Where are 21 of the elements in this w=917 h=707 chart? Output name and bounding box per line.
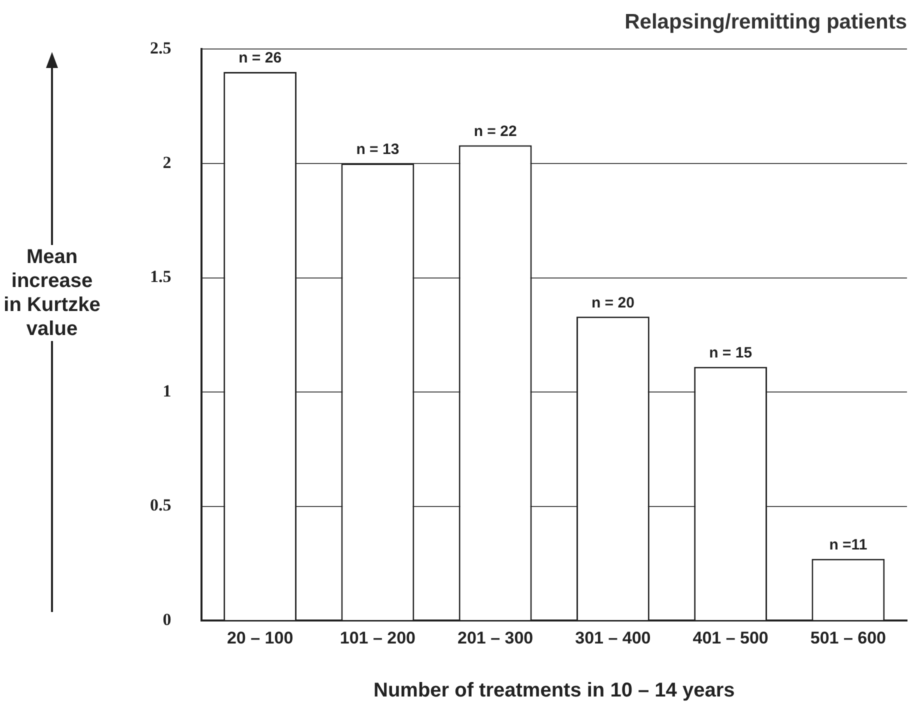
x-tick-label: 501 – 600 [810,628,886,648]
x-tick-label: 301 – 400 [575,628,651,648]
y-tick-label: 2 [162,152,172,172]
x-tick-label: 401 – 500 [692,628,768,648]
x-axis-title: Number of treatments in 10 – 14 years [373,680,735,702]
annotation: n =11 [829,536,868,554]
chart-title: Relapsing/remitting patients [624,10,907,34]
annotation: n = 13 [356,141,400,158]
y-tick-label: 1 [162,381,172,400]
annotation: n = 20 [591,294,634,312]
y-tick-label: 1.5 [150,267,172,286]
y-tick-label: 2.5 [150,38,172,58]
x-tick-label: 201 – 300 [457,628,534,648]
x-tick-label: 20 – 100 [226,628,294,648]
x-tick-label: 101 – 200 [340,628,416,648]
annotation: n = 15 [709,344,752,362]
annotation: n = 26 [238,50,282,67]
y-axis-title: Mean increase in Kurtzke value [0,245,104,341]
y-tick-label: 0 [162,610,172,629]
annotation: n = 22 [474,122,517,140]
y-tick-label: 0.5 [150,496,172,515]
